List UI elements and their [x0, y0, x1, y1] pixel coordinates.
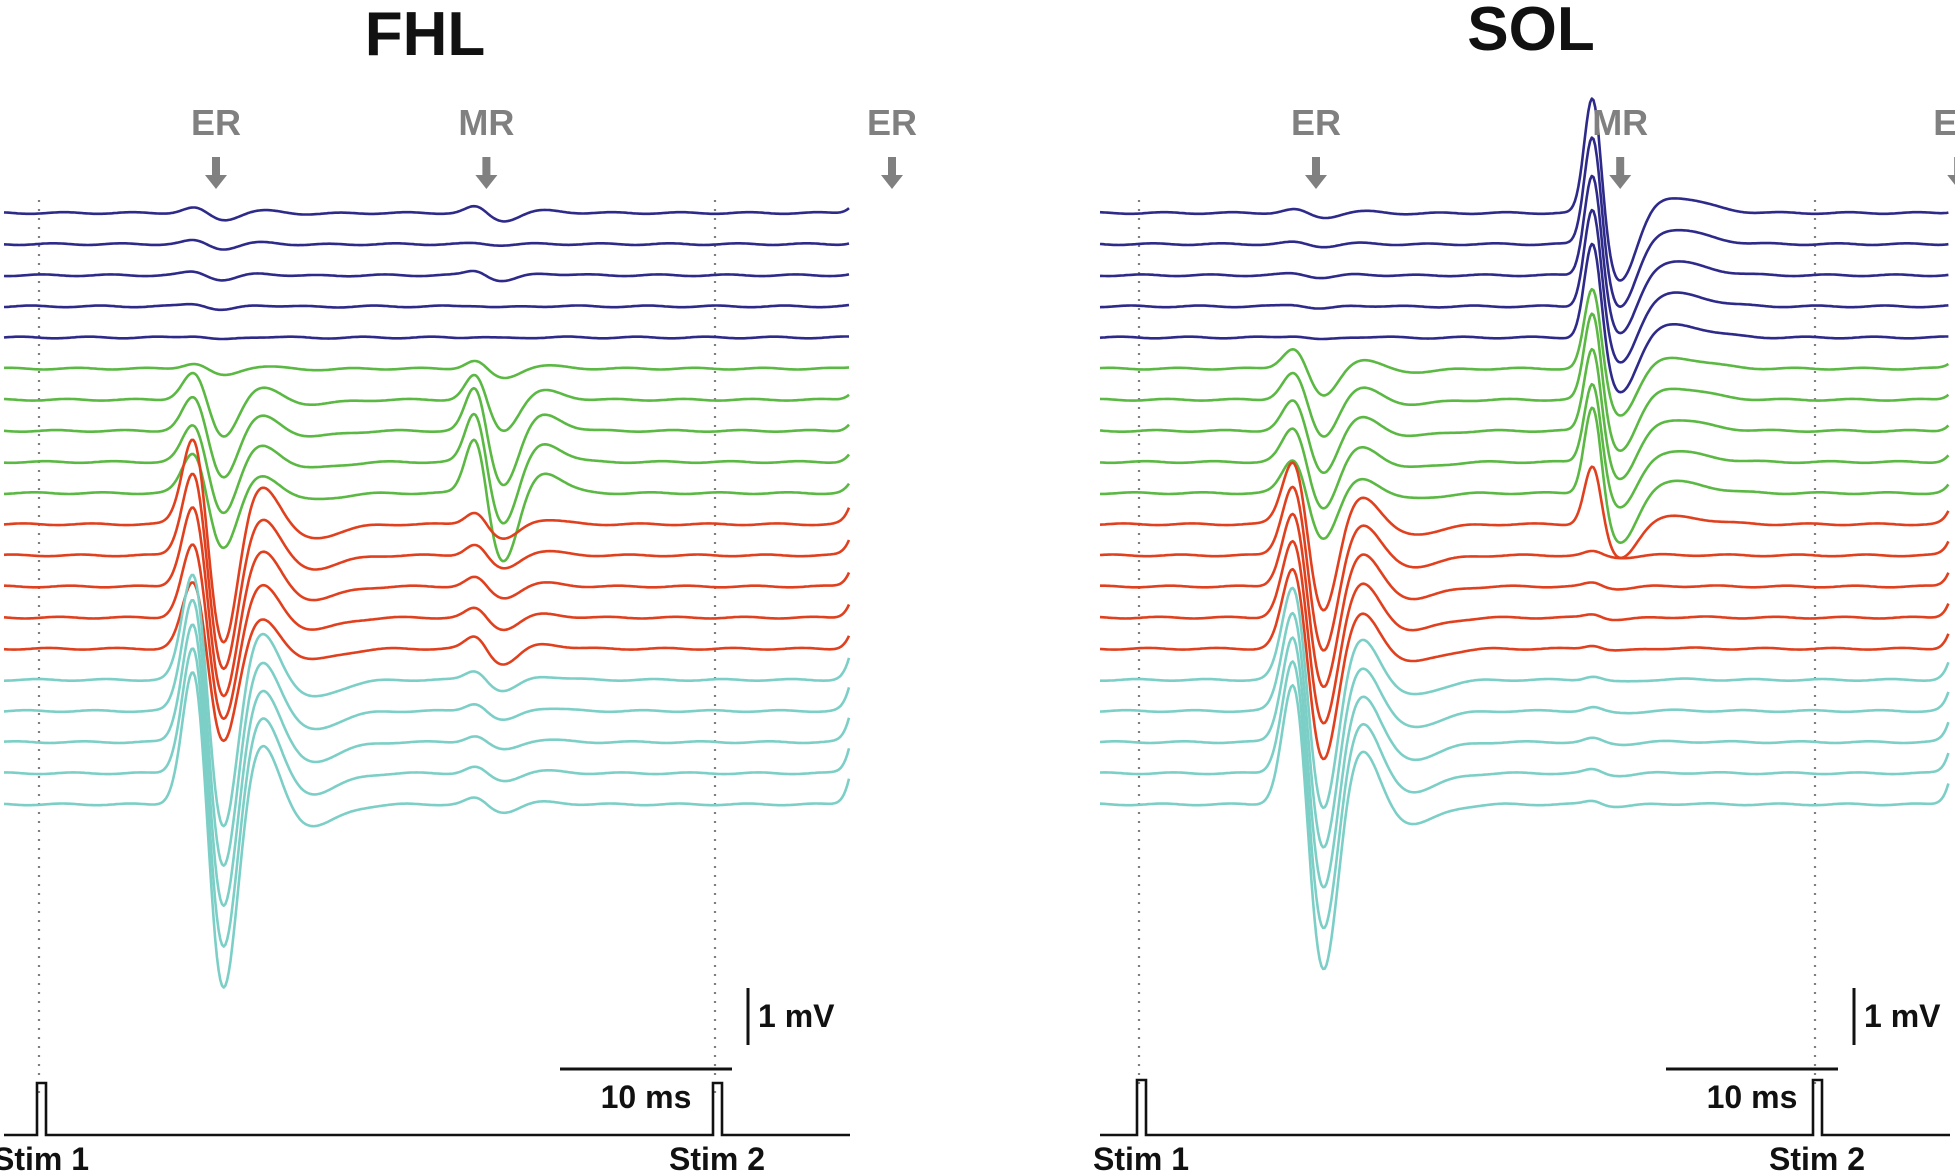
stimulus-channel: [1100, 1078, 1950, 1137]
marker-arrow-icon: [1609, 157, 1632, 189]
trace-4-1: [1100, 586, 1950, 810]
trace-2-2: [3, 371, 850, 438]
sol-panel: SOL ER MR ER 1 mV 10 ms Stim 1 Stim 2: [1093, 0, 1955, 1176]
marker-label: MR: [1592, 102, 1648, 143]
trace-3-3: [4, 506, 851, 698]
stimulus-channel: [4, 1081, 850, 1137]
trace-2-3: [1099, 347, 1950, 481]
trace-1-4: [4, 302, 850, 312]
trace-3-4: [1099, 539, 1950, 725]
trace-3-4: [3, 543, 851, 720]
marker-label: ER: [191, 102, 241, 143]
trace-2-4: [4, 412, 850, 525]
stim-label: Stim 1: [0, 1141, 89, 1176]
trace-3-5: [3, 581, 851, 743]
marker-label: ER: [867, 102, 917, 143]
trace-4-1: [4, 573, 851, 828]
trace-4-2: [3, 599, 851, 867]
trace-3-1: [3, 438, 851, 644]
trace-1-1: [3, 204, 850, 223]
trace-4-3: [1099, 636, 1950, 889]
time-scale-label: 10 ms: [601, 1079, 692, 1115]
amplitude-scale-label: 1 mV: [1864, 998, 1941, 1034]
trace-1-2: [3, 238, 850, 251]
trace-3-5: [1099, 567, 1950, 761]
trace-2-5: [4, 438, 851, 563]
trace-1-5: [3, 335, 849, 341]
trace-4-4: [1100, 660, 1950, 930]
trace-3-2: [1099, 485, 1950, 652]
marker-label: MR: [458, 102, 514, 143]
amplitude-scale-label: 1 mV: [758, 998, 835, 1034]
stim-label: Stim 2: [669, 1141, 765, 1176]
stim-label: Stim 1: [1093, 1141, 1189, 1176]
trace-1-5: [1099, 242, 1949, 394]
marker-arrow-icon: [1305, 157, 1327, 189]
trace-4-5: [1100, 684, 1950, 971]
trace-2-4: [1099, 382, 1950, 510]
trace-4-2: [1099, 611, 1950, 849]
trace-4-5: [3, 671, 851, 989]
trace-2-3: [3, 386, 850, 487]
panel-title: FHL: [365, 0, 486, 69]
trace-1-2: [1099, 136, 1949, 308]
panel-title: SOL: [1467, 0, 1594, 64]
marker-arrow-icon: [1947, 157, 1955, 185]
marker-arrow-icon: [205, 157, 227, 189]
trace-1-1: [1099, 97, 1949, 282]
trace-3-3: [1100, 512, 1950, 688]
trace-4-4: [4, 647, 851, 948]
trace-1-3: [1100, 174, 1949, 335]
trace-4-3: [3, 623, 851, 907]
marker-label: ER: [1933, 102, 1955, 143]
trace-2-5: [1099, 406, 1950, 544]
trace-3-1: [1099, 461, 1950, 612]
fhl-panel: FHL ER MR ER 1 mV 10 ms Stim 1 Stim 2: [0, 0, 917, 1176]
trace-3-2: [3, 472, 851, 671]
marker-arrow-icon: [475, 157, 498, 189]
time-scale-label: 10 ms: [1707, 1079, 1798, 1115]
trace-2-1: [3, 359, 850, 380]
trace-1-3: [3, 269, 850, 283]
trace-1-4: [1099, 208, 1949, 364]
trace-2-2: [1099, 312, 1950, 452]
trace-2-1: [1099, 287, 1950, 417]
marker-label: ER: [1291, 102, 1341, 143]
stim-label: Stim 2: [1769, 1141, 1865, 1176]
marker-arrow-icon: [881, 157, 903, 189]
